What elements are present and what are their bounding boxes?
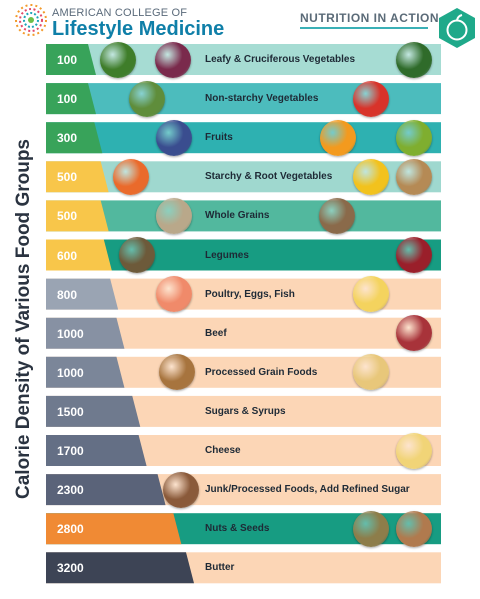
bar-7 xyxy=(46,317,125,349)
value-label-9: 1500 xyxy=(57,404,84,419)
pasta-icon xyxy=(353,354,389,391)
bar-13 xyxy=(46,552,194,584)
category-label-11: Junk/Processed Foods, Add Refined Sugar xyxy=(205,484,410,496)
value-label-12: 2800 xyxy=(57,522,84,537)
mixed-seeds-icon xyxy=(353,510,389,547)
bar-1 xyxy=(46,83,96,115)
category-label-9: Sugars & Syrups xyxy=(205,405,286,417)
nutrition-in-action-label: NUTRITION IN ACTION xyxy=(300,11,440,25)
quinoa-icon xyxy=(319,197,355,234)
steak-icon xyxy=(396,315,432,352)
value-label-8: 1000 xyxy=(57,365,84,380)
category-label-1: Non-starchy Vegetables xyxy=(205,93,319,105)
value-label-0: 100 xyxy=(57,53,78,67)
bar-4 xyxy=(46,200,109,232)
category-label-3: Starchy & Root Vegetables xyxy=(205,171,333,183)
category-label-13: Butter xyxy=(205,562,235,574)
category-label-4: Whole Grains xyxy=(205,210,270,222)
category-label-10: Cheese xyxy=(205,445,241,456)
blueberries-icon xyxy=(156,119,192,156)
band-4 xyxy=(46,200,441,232)
red-cabbage-icon xyxy=(155,41,191,78)
logo-top-text: AMERICAN COLLEGE OF xyxy=(52,7,188,19)
category-label-8: Processed Grain Foods xyxy=(205,366,318,378)
value-label-13: 3200 xyxy=(57,561,84,576)
almonds-icon xyxy=(396,510,432,547)
potatoes-icon xyxy=(396,158,432,195)
bar-5 xyxy=(46,239,112,271)
category-label-12: Nuts & Seeds xyxy=(205,523,270,535)
value-label-10: 1700 xyxy=(57,444,84,458)
bar-0 xyxy=(46,44,96,75)
category-label-7: Beef xyxy=(205,327,227,339)
bar-8 xyxy=(46,356,125,388)
value-label-7: 1000 xyxy=(57,326,84,341)
tomato-icon xyxy=(353,80,389,117)
bar-2 xyxy=(46,122,103,154)
orange-slice-icon xyxy=(320,119,356,156)
junk-food-icon xyxy=(163,471,199,508)
acl-logo-icon xyxy=(15,4,47,36)
kidney-beans-icon xyxy=(396,237,432,273)
apple-badge-icon xyxy=(439,8,475,48)
logo-main-text: Lifestyle Medicine xyxy=(52,18,225,40)
kale-icon xyxy=(396,41,432,78)
value-label-2: 300 xyxy=(57,131,78,146)
bar-9 xyxy=(46,395,141,427)
band-2 xyxy=(46,122,441,154)
broccoli-icon xyxy=(100,41,136,78)
value-label-1: 100 xyxy=(57,92,78,107)
salmon-icon xyxy=(156,276,192,313)
bar-10 xyxy=(46,435,147,466)
value-label-11: 2300 xyxy=(57,483,84,498)
category-label-5: Legumes xyxy=(205,249,249,261)
category-label-2: Fruits xyxy=(205,132,233,144)
bar-12 xyxy=(46,513,182,545)
shredded-wheat-icon xyxy=(159,354,195,391)
value-label-6: 800 xyxy=(57,287,78,302)
corn-icon xyxy=(353,158,389,195)
band-5 xyxy=(46,239,441,271)
header: AMERICAN COLLEGE OF Lifestyle Medicine N… xyxy=(0,0,480,48)
category-label-6: Poultry, Eggs, Fish xyxy=(205,288,295,300)
swiss-cheese-icon xyxy=(396,432,432,469)
header-underline xyxy=(300,27,428,29)
kiwi-icon xyxy=(396,119,432,156)
fried-eggs-icon xyxy=(353,276,389,313)
cucumber-icon xyxy=(129,80,165,117)
value-label-4: 500 xyxy=(57,209,78,224)
wild-rice-icon xyxy=(156,197,192,234)
category-label-0: Leafy & Cruciferous Vegetables xyxy=(205,54,356,65)
value-label-3: 500 xyxy=(57,170,78,185)
bar-6 xyxy=(46,278,119,310)
bar-11 xyxy=(46,474,166,506)
bar-3 xyxy=(46,161,109,193)
value-label-5: 600 xyxy=(57,248,78,263)
lentils-icon xyxy=(119,237,155,273)
carrots-icon xyxy=(113,158,149,195)
